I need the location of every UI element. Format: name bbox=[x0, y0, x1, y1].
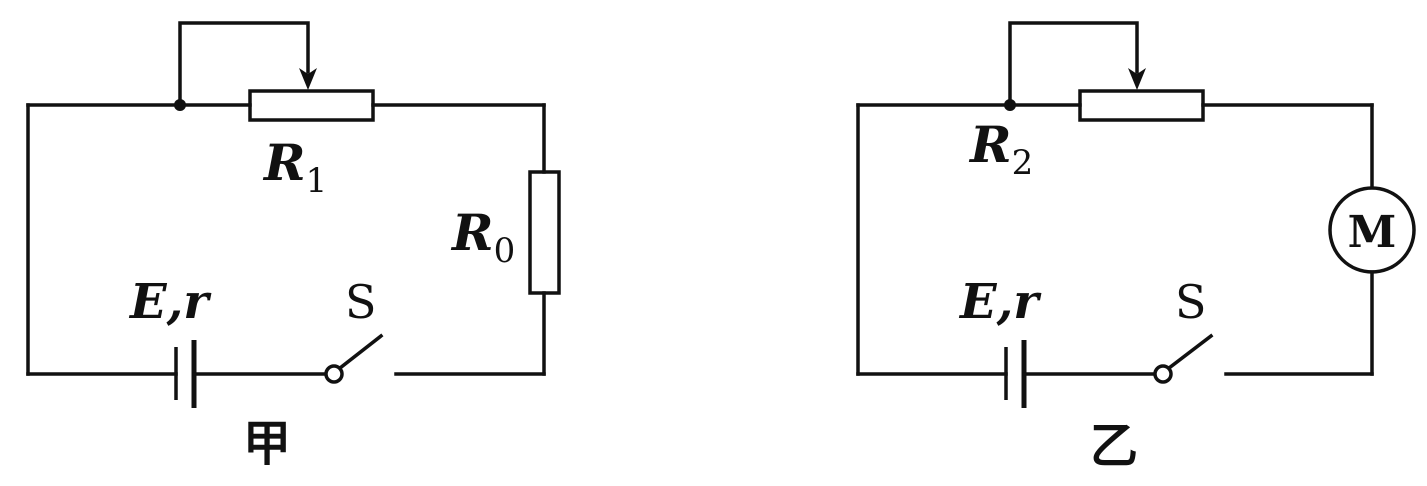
source-label: E,r bbox=[958, 274, 1042, 330]
rheostat-slider-wire bbox=[178, 21, 310, 107]
circuit-yi: R2 M E,r S 乙 bbox=[856, 21, 1416, 474]
switch-pivot bbox=[1153, 364, 1173, 384]
resistor-r0 bbox=[528, 170, 561, 295]
resistor-subscript: 0 bbox=[494, 231, 516, 271]
circuit-jia: R1 R0 E,r S 甲 bbox=[26, 21, 561, 472]
slider-arrow-icon bbox=[1128, 68, 1146, 90]
slider-arrow-icon bbox=[299, 68, 317, 90]
rheostat-slider-wire bbox=[1008, 21, 1139, 107]
motor-label: M bbox=[1348, 207, 1397, 258]
rheostat-r2 bbox=[1078, 89, 1205, 122]
rheostat-r1 bbox=[248, 89, 375, 122]
source-label: E,r bbox=[128, 274, 212, 330]
resistor-label-r0: R0 bbox=[450, 203, 515, 271]
rheostat-symbol: R bbox=[262, 133, 306, 192]
rheostat-label-r2: R2 bbox=[968, 115, 1033, 183]
rheostat-subscript: 2 bbox=[1012, 143, 1034, 183]
resistor-symbol: R bbox=[450, 203, 494, 262]
switch-pivot bbox=[324, 364, 344, 384]
circuit-caption: 乙 bbox=[1090, 418, 1138, 474]
switch-label: S bbox=[345, 275, 377, 329]
switch-label: S bbox=[1175, 275, 1207, 329]
switch-blade bbox=[337, 333, 384, 371]
circuit-caption: 甲 bbox=[243, 416, 291, 472]
rheostat-subscript: 1 bbox=[306, 161, 328, 201]
rheostat-label-r1: R1 bbox=[262, 133, 327, 201]
switch-blade bbox=[1166, 333, 1214, 371]
rheostat-symbol: R bbox=[968, 115, 1012, 174]
